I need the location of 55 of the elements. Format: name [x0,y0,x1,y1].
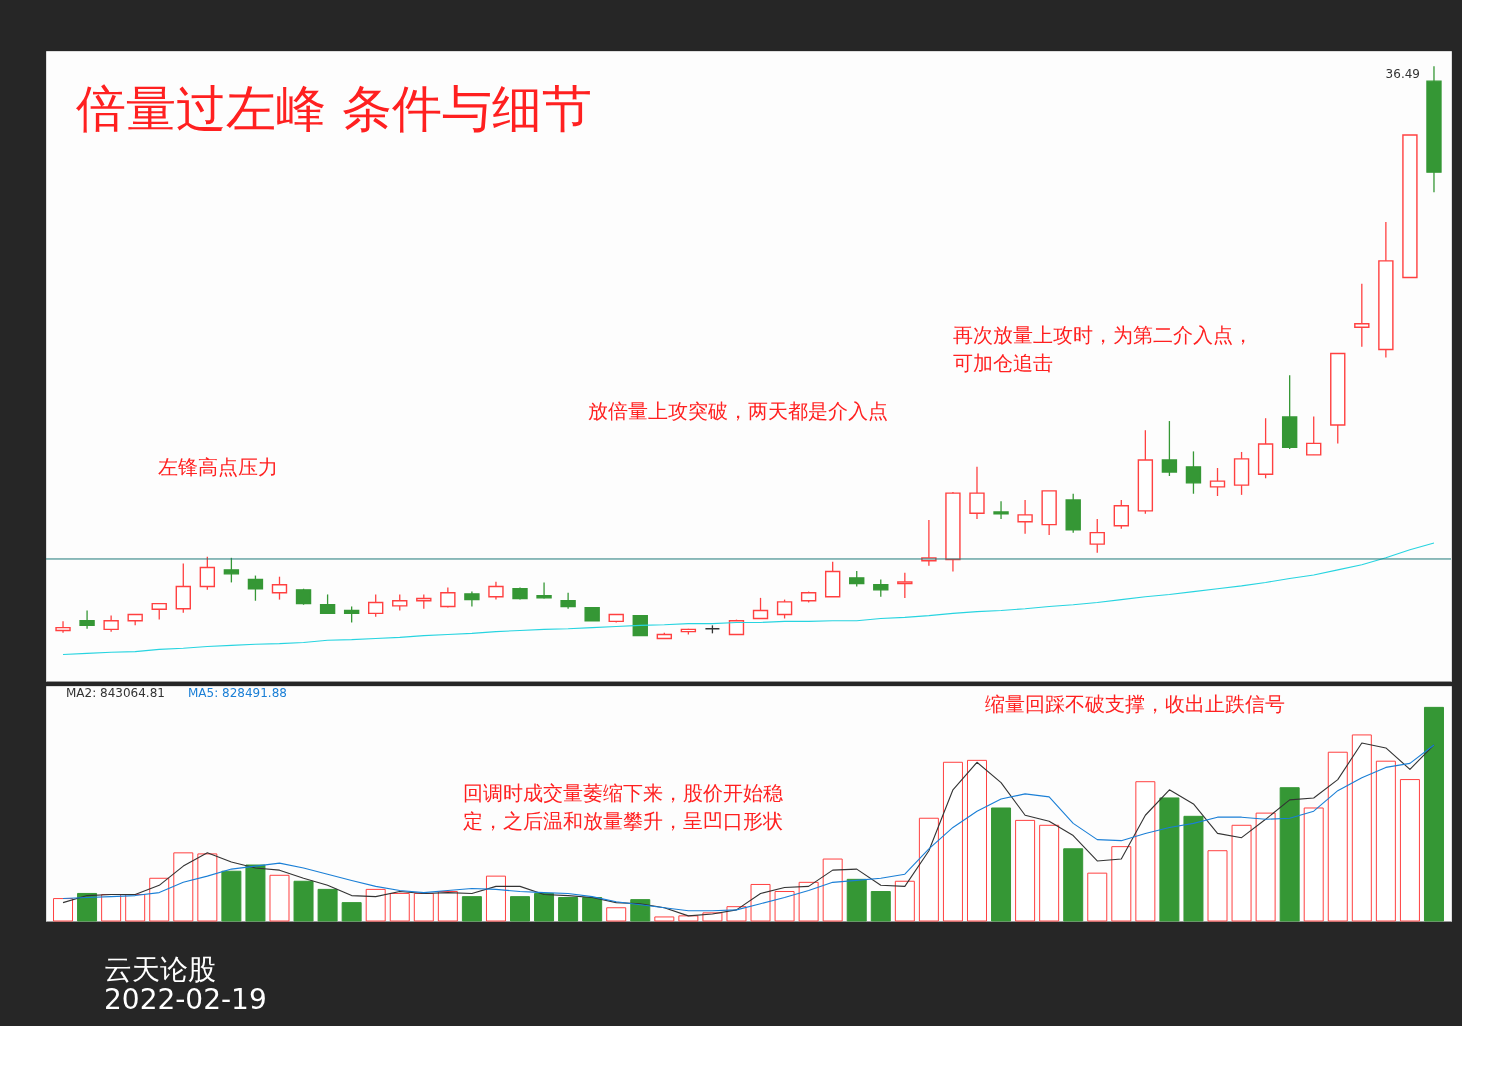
text: 云天论股 [104,953,216,986]
bar [534,892,555,922]
candlestick [319,593,336,615]
candlestick [440,586,456,609]
annotation: 回调时成交量萎缩下来，股价开始稳定，之后温和放量攀升，呈凹口形状 [463,781,783,833]
chart-title: 倍量过左峰 条件与细节 [76,80,592,138]
candlestick [969,466,985,520]
annotation: 左锋高点压力 [158,455,278,479]
text: 2022-02-19 [104,983,267,1016]
candlestick [175,562,191,614]
bar [870,891,891,922]
bar [1183,815,1204,922]
candlestick [1161,420,1178,477]
bar [77,892,98,922]
bar [1279,787,1300,922]
candlestick [752,597,769,620]
bar [1159,797,1180,922]
candlestick [1017,499,1033,535]
candlestick [247,574,264,602]
candlestick [223,557,240,584]
candlestick [897,572,913,599]
bar [293,880,314,922]
bar [341,902,362,922]
candlestick [632,614,648,637]
candlestick [1089,518,1105,554]
bar [1063,848,1084,922]
candlestick [1209,467,1226,497]
bar [461,896,482,922]
bar [221,870,242,922]
candlestick [271,576,288,601]
candlestick [1113,499,1129,530]
candlestick [199,556,216,591]
bar [317,888,338,922]
bar [1423,706,1444,922]
bar [510,896,531,922]
bar [558,897,579,922]
candlestick [79,609,95,630]
annotation: 放倍量上攻突破，两天都是介入点 [588,399,888,423]
candlestick [55,620,71,634]
bar [991,807,1012,922]
candlestick [1306,415,1322,456]
bar [846,878,867,922]
bar [245,864,266,922]
annotation: 缩量回踩不破支撑，收出止跌信号 [985,692,1285,716]
candlestick [536,581,552,600]
text: MA2: 843064.81 [66,686,165,700]
annotation: 36.49 [1385,67,1420,82]
candlestick [368,593,384,618]
text: MA5: 828491.88 [188,686,287,700]
candlestick [993,500,1009,520]
candlestick [1185,450,1202,495]
candlestick [1354,283,1370,348]
bar [582,897,603,922]
annotation: 再次放量上攻时，为第二介入点，可加仓追击 [953,323,1253,375]
candlestick [776,598,793,620]
